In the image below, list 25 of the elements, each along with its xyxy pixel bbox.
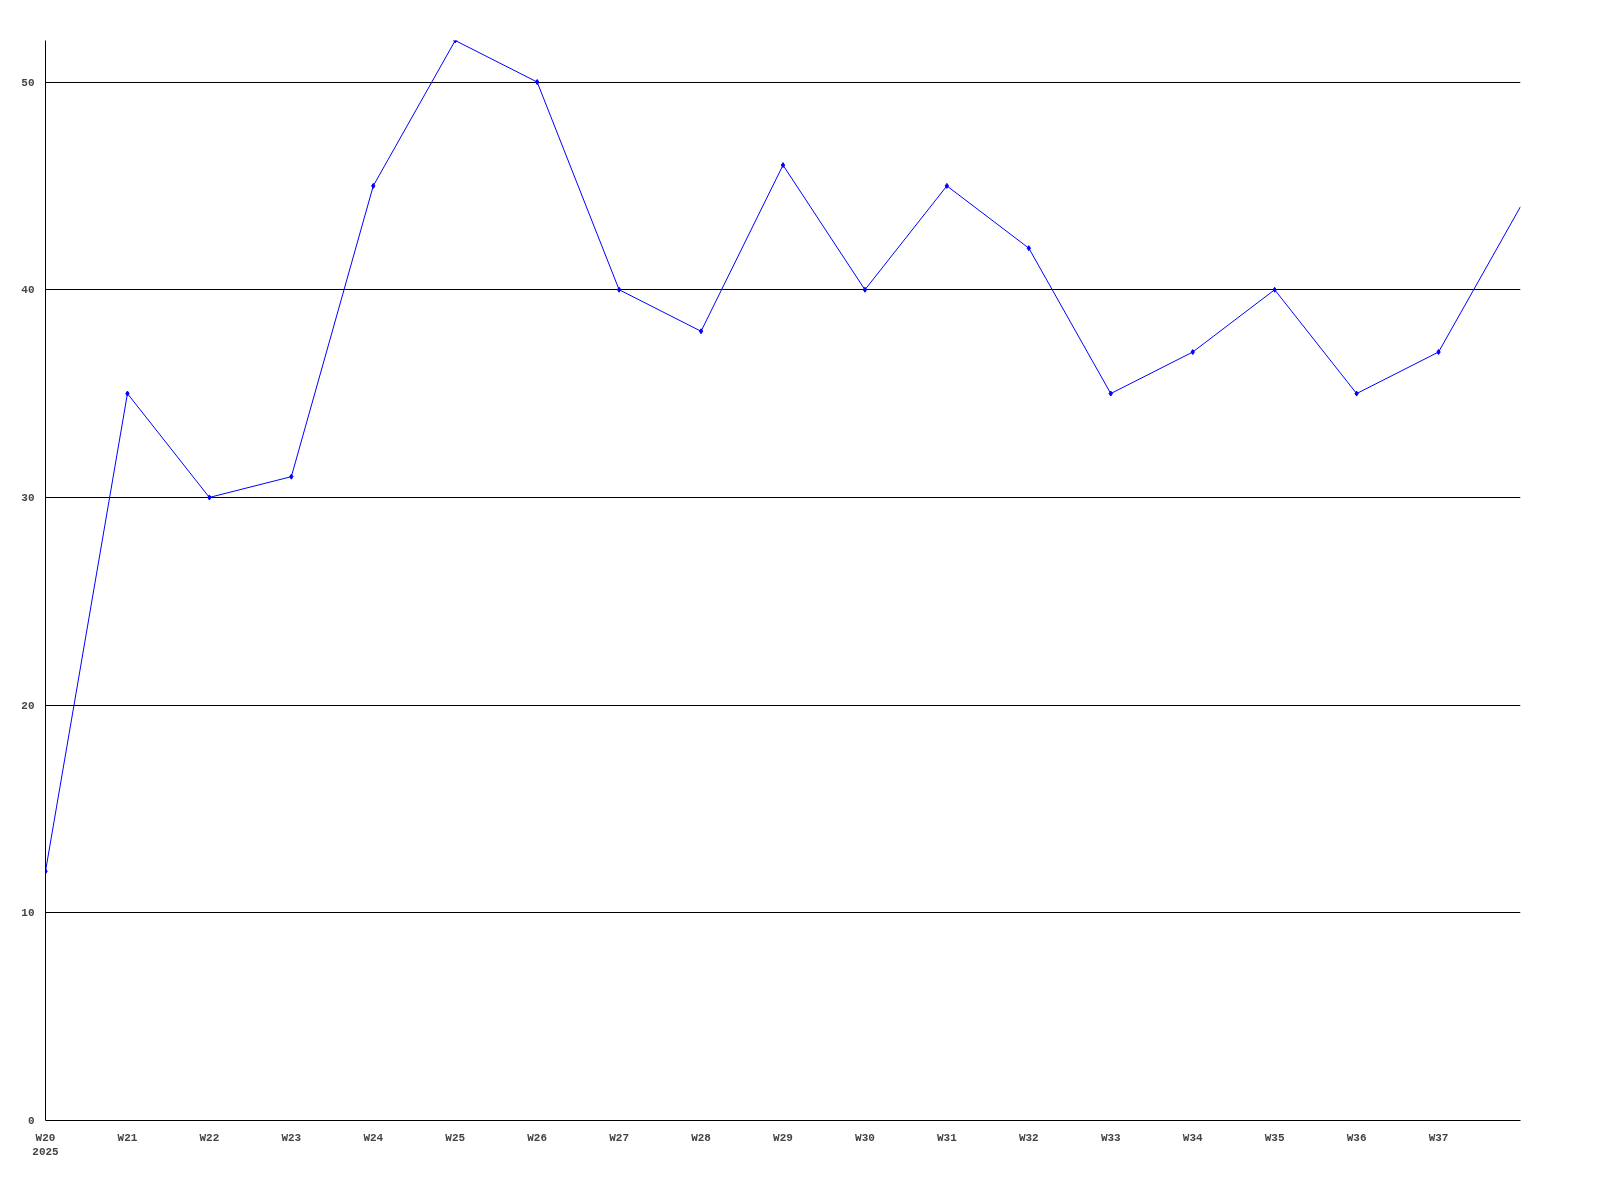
x-tick-label: W24 <box>363 1131 384 1144</box>
x-tick-label: W30 <box>855 1131 875 1144</box>
x-tick-label: W34 <box>1182 1131 1204 1144</box>
x-tick-label: W35 <box>1264 1131 1285 1144</box>
y-tick-label: 50 <box>21 76 35 89</box>
y-tick-label: 40 <box>21 284 35 297</box>
x-tick-label: W32 <box>1018 1131 1039 1144</box>
x-tick-label: W21 <box>117 1131 138 1144</box>
x-tick-label: W27 <box>609 1131 630 1144</box>
y-tick-label: 10 <box>21 907 35 920</box>
x-tick-label: W28 <box>691 1131 712 1144</box>
x-tick-label: W33 <box>1100 1131 1122 1144</box>
x-tick-label: W22 <box>199 1131 220 1144</box>
text: 2025 <box>32 1145 60 1158</box>
x-tick-label: W29 <box>773 1131 793 1144</box>
x-tick-label: W37 <box>1428 1131 1449 1144</box>
x-tick-label: W25 <box>445 1131 466 1144</box>
y-tick-label: 0 <box>27 1115 35 1127</box>
x-tick-label: W31 <box>936 1131 958 1144</box>
y-tick-label: 20 <box>21 699 35 712</box>
y-tick-label: 30 <box>21 491 35 504</box>
x-tick-label: W26 <box>527 1131 548 1144</box>
x-tick-label: W36 <box>1346 1131 1367 1144</box>
x-tick-label: W20 <box>35 1131 56 1144</box>
x-tick-label: W23 <box>281 1131 302 1144</box>
